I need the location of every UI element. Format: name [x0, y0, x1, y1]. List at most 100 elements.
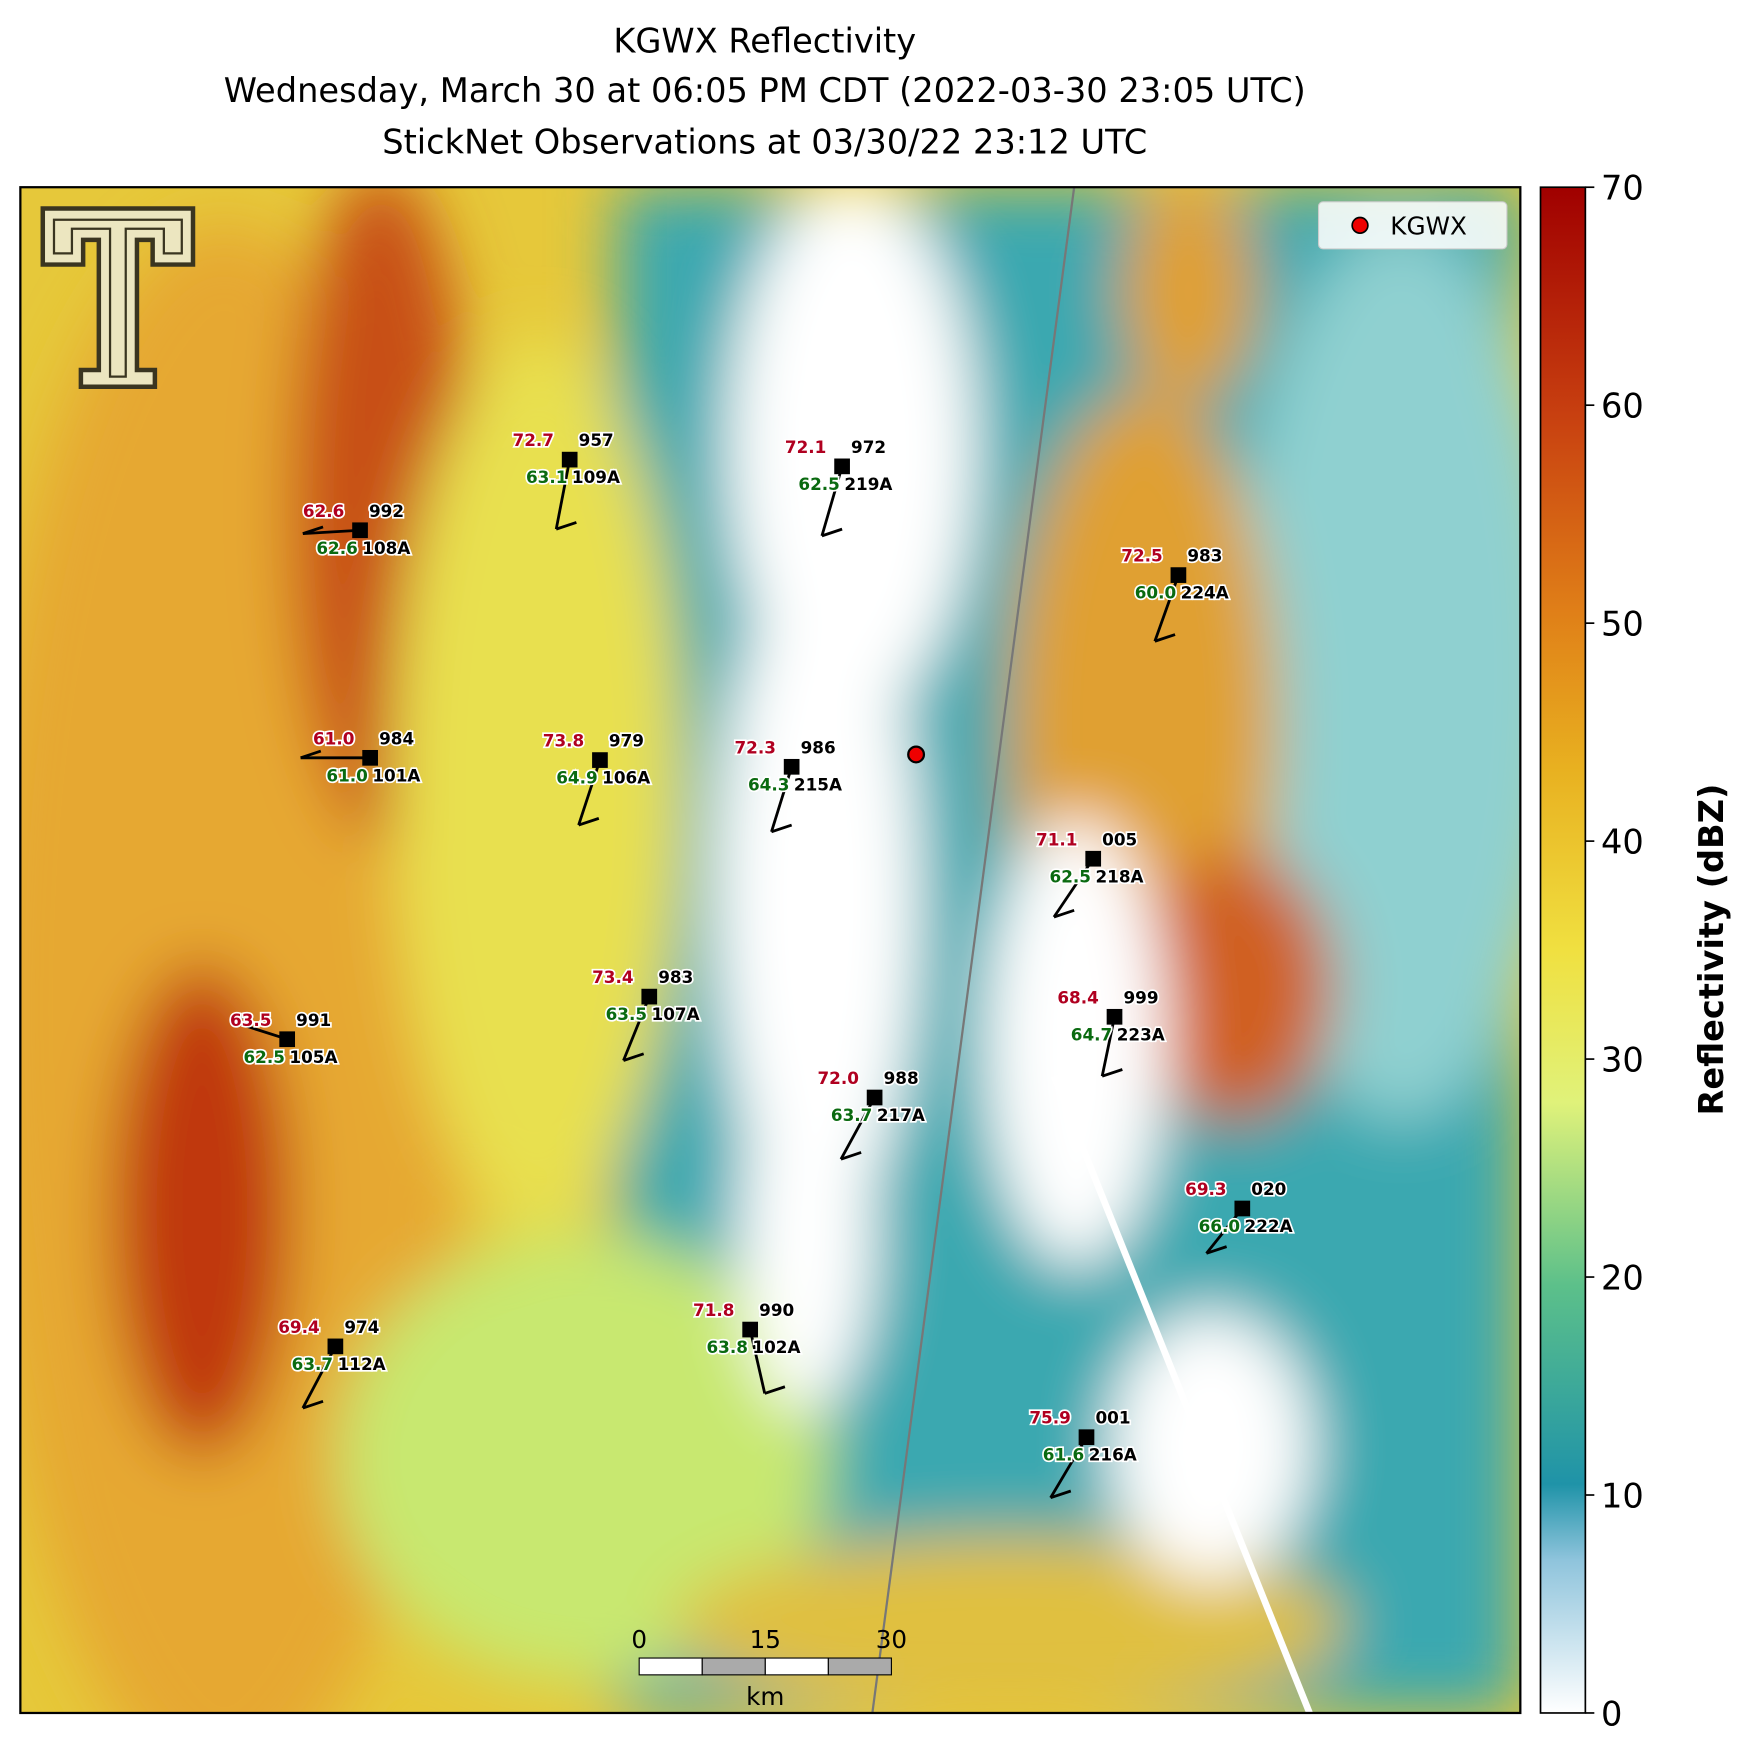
station: 72.1 972 62.5 219A [783, 435, 894, 538]
wind-barb-flag [764, 1385, 786, 1395]
radar-site [907, 745, 926, 764]
wind-barb-flag [302, 525, 324, 535]
wind-barb [301, 1345, 337, 1409]
wind-barb-flag [230, 1013, 252, 1023]
temperature: 71.8 [693, 1300, 734, 1320]
dewpoint: 64.7 [1071, 1024, 1112, 1044]
station-marker [279, 1031, 296, 1048]
wind-barb [577, 759, 602, 826]
station-id: 107A [652, 1004, 700, 1024]
pressure: 957 [579, 430, 614, 450]
station-id: 102A [752, 1337, 800, 1357]
colorbar-ticks: 0 10 20 30 40 50 60 70 [1585, 169, 1644, 1733]
temperature: 72.7 [513, 430, 554, 450]
temperature: 72.0 [817, 1068, 858, 1088]
temperature: 61.0 [313, 728, 354, 748]
pressure: 005 [1102, 829, 1137, 849]
scale-tick-label: 15 [750, 1625, 781, 1654]
wind-barb [748, 1329, 767, 1394]
pressure: 988 [884, 1068, 919, 1088]
dewpoint: 64.9 [556, 768, 597, 788]
station: 68.4 999 64.7 223A [1056, 986, 1166, 1078]
dewpoint: 62.5 [243, 1047, 284, 1067]
dewpoint: 61.6 [1043, 1445, 1084, 1465]
temperature: 71.1 [1036, 829, 1077, 849]
station-id: 215A [794, 774, 842, 794]
station: 73.8 979 64.9 106A [541, 729, 652, 827]
station-marker [327, 1338, 344, 1355]
station-marker [866, 1089, 883, 1106]
map-frame [19, 186, 1522, 1715]
pressure: 984 [379, 728, 414, 748]
colorbar-tick-label: 40 [1601, 822, 1644, 861]
station-marker [1085, 850, 1102, 867]
title-line: KGWX Reflectivity [613, 22, 916, 61]
wind-barb [302, 528, 361, 536]
temperature: 63.5 [230, 1010, 271, 1030]
wind-barb [622, 996, 651, 1062]
dewpoint: 62.5 [1050, 866, 1091, 886]
station: 71.1 005 62.5 218A [1034, 828, 1145, 919]
wind-barb-flag [1101, 1068, 1123, 1078]
wind-barb-flag [1154, 633, 1176, 643]
station: 69.4 974 63.7 112A [277, 1315, 387, 1410]
wind-barb-flag [821, 527, 843, 538]
scale-tick-label: 0 [631, 1625, 647, 1654]
pressure: 974 [344, 1317, 379, 1337]
dewpoint: 62.5 [798, 474, 839, 494]
dewpoint: 63.1 [526, 467, 567, 487]
title-line: Wednesday, March 30 at 06:05 PM CDT (202… [224, 71, 1306, 110]
station-id: 223A [1117, 1024, 1165, 1044]
wind-barb [839, 1096, 876, 1160]
temperature: 62.6 [303, 501, 344, 521]
station: 71.8 990 63.8 102A [691, 1298, 802, 1395]
scale-segment [827, 1657, 892, 1676]
legend-label: KGWX [1390, 211, 1467, 240]
wind-barb-flag [578, 817, 600, 827]
temperature: 72.3 [734, 737, 775, 757]
wind-barb [1153, 574, 1180, 642]
station-marker [561, 451, 578, 468]
wind-barb-flag [555, 521, 577, 531]
temperature: 72.5 [1121, 546, 1162, 566]
station-marker [352, 522, 368, 539]
station: 72.0 988 63.7 217A [816, 1066, 927, 1161]
pressure: 001 [1095, 1408, 1130, 1428]
pressure: 986 [801, 737, 836, 757]
temperature: 72.1 [785, 437, 826, 457]
station: 63.5 991 62.5 105A [228, 1008, 339, 1068]
wind-barb-flag [771, 823, 793, 834]
station-marker [1234, 1200, 1251, 1217]
wind-barb-flag [1205, 1245, 1228, 1255]
colorbar-tick-label: 60 [1601, 387, 1644, 426]
pressure: 972 [851, 437, 886, 457]
dewpoint: 63.8 [706, 1337, 747, 1357]
station: 73.4 983 63.5 107A [590, 965, 701, 1062]
scale-segment [638, 1657, 703, 1676]
pressure: 990 [759, 1300, 794, 1320]
station-id: 219A [844, 474, 892, 494]
colorbar-tick-label: 50 [1601, 604, 1644, 643]
dewpoint: 63.7 [292, 1354, 333, 1374]
station-id: 105A [289, 1047, 337, 1067]
wind-barb [1052, 857, 1095, 918]
station-id: 217A [877, 1105, 925, 1125]
scale-segment [764, 1657, 829, 1676]
wind-barb [770, 766, 793, 833]
station-id: 222A [1245, 1216, 1293, 1236]
wind-barb-flag [1050, 1489, 1072, 1500]
station-marker [742, 1321, 759, 1338]
station-id: 108A [362, 538, 410, 558]
station-marker [1170, 567, 1187, 583]
scale-unit: km [746, 1682, 784, 1711]
colorbar-tick-label: 70 [1601, 169, 1644, 208]
wind-barb-flag [840, 1151, 862, 1161]
colorbar-label: Reflectivity (dBZ) [1692, 784, 1731, 1116]
pressure: 992 [369, 501, 404, 521]
dewpoint: 63.5 [606, 1004, 647, 1024]
dewpoint: 62.6 [316, 538, 357, 558]
